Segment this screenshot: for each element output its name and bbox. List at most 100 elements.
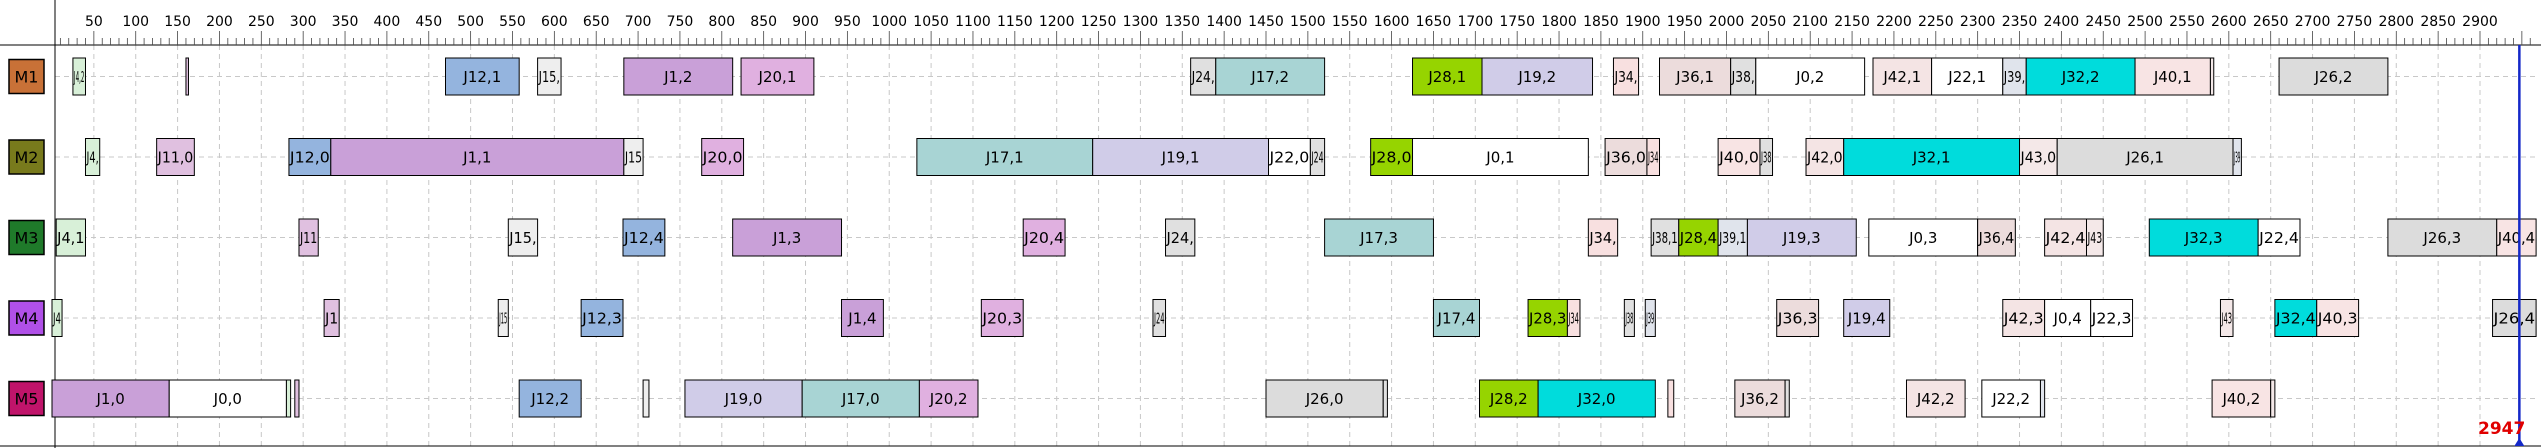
- tick-label: 1700: [1457, 14, 1493, 30]
- task-label: J17,0: [841, 390, 880, 408]
- task-label: J40,3: [2317, 310, 2358, 328]
- task-bar: [1265, 379, 1384, 418]
- task-label: J0,1: [1485, 149, 1514, 167]
- task-bar: [55, 218, 86, 257]
- task-label: J32,3: [2184, 229, 2223, 247]
- tick-label: 350: [332, 14, 359, 30]
- task-bar: [518, 379, 582, 418]
- task-bar: [1644, 299, 1656, 337]
- task-bar: [1646, 138, 1661, 176]
- task-bar: [1931, 57, 2004, 96]
- task-bar: [2496, 218, 2537, 257]
- task-label: J15: [624, 149, 642, 167]
- task-label: J20,4: [1023, 229, 1064, 247]
- task-bar: [2019, 138, 2058, 176]
- task-label: J0,0: [213, 390, 242, 408]
- tick-label: 950: [834, 14, 861, 30]
- task-label: J4,1: [56, 229, 84, 247]
- task-bar: [684, 379, 803, 418]
- task-label: J26,1: [2125, 149, 2164, 167]
- tick-label: 150: [164, 14, 191, 30]
- tick-label: 100: [122, 14, 149, 30]
- task-bar: [1678, 218, 1719, 257]
- task-bar: [2270, 379, 2276, 418]
- task-bar: [1730, 57, 1757, 96]
- task-bar: [330, 138, 625, 176]
- machine-badge: [8, 58, 45, 95]
- machine-badge: [8, 300, 45, 336]
- task-label: J34,: [1588, 229, 1616, 247]
- task-label: J28,2: [1489, 390, 1528, 408]
- task-bar: [1382, 379, 1388, 418]
- task-label: J12,2: [530, 390, 569, 408]
- task-label: J17,3: [1359, 229, 1398, 247]
- tick-label: 2800: [2378, 14, 2414, 30]
- task-bar: [1432, 299, 1480, 337]
- task-label: J36,3: [1777, 310, 1818, 328]
- task-bar: [1650, 218, 1680, 257]
- tick-label: 2750: [2337, 14, 2373, 30]
- task-label: J12,3: [581, 310, 622, 328]
- task-label: J11,0: [157, 149, 194, 167]
- tick-label: 2000: [1709, 14, 1745, 30]
- task-bar: [1587, 218, 1619, 257]
- tick-label: 1000: [871, 14, 907, 30]
- machine-label: M3: [15, 229, 39, 248]
- task-label: J12,4: [623, 229, 664, 247]
- task-bar: [1755, 57, 1866, 96]
- task-bar: [1481, 57, 1594, 96]
- task-bar: [2316, 299, 2360, 337]
- task-label: J19,2: [1517, 68, 1556, 86]
- task-label: J32,4: [2275, 310, 2316, 328]
- task-bar: [1667, 379, 1675, 418]
- task-label: J28,1: [1427, 68, 1466, 86]
- tick-label: 2500: [2127, 14, 2163, 30]
- task-bar: [1412, 57, 1483, 96]
- task-label: J4: [52, 310, 61, 328]
- axis-strip: [0, 0, 2541, 45]
- tick-label: 1350: [1164, 14, 1200, 30]
- task-bar: [1092, 138, 1270, 176]
- tick-label: 1850: [1583, 14, 1619, 30]
- task-bar: [2211, 379, 2272, 418]
- task-bar: [51, 379, 170, 418]
- task-bar: [2039, 379, 2046, 418]
- tick-label: 1250: [1081, 14, 1117, 30]
- task-bar: [1527, 299, 1568, 337]
- task-bar: [1152, 299, 1167, 337]
- task-label: J40,2: [2221, 390, 2260, 408]
- task-label: J38,1: [1651, 229, 1677, 247]
- tick-label: 800: [708, 14, 735, 30]
- task-bar: [701, 138, 745, 176]
- tick-label: 2350: [2002, 14, 2038, 30]
- task-label: J42,4: [2045, 229, 2086, 247]
- task-bar: [185, 57, 189, 96]
- task-label: J1,3: [772, 229, 801, 247]
- task-label: J38,: [1731, 68, 1755, 86]
- task-label: J28,0: [1371, 149, 1412, 167]
- task-bar: [2085, 218, 2104, 257]
- task-bar: [1566, 299, 1581, 337]
- tick-label: 1550: [1332, 14, 1368, 30]
- makespan-arrow: [2514, 438, 2525, 446]
- task-bar: [2219, 299, 2234, 337]
- tick-label: 850: [750, 14, 777, 30]
- task-bar: [1905, 379, 1966, 418]
- tick-label: 1800: [1541, 14, 1577, 30]
- task-label: J39,: [2003, 68, 2025, 86]
- task-label: J42,0: [1806, 149, 1843, 167]
- task-label: J34,: [1614, 68, 1638, 86]
- task-label: J26,0: [1305, 390, 1344, 408]
- task-bar: [2257, 218, 2301, 257]
- machine-badge: [8, 219, 45, 256]
- tick-label: 2250: [1918, 14, 1954, 30]
- task-bars: J4,2 J12,1 J15, J1,2 J20,1 J24, J17,2 J28,1 J19,…: [51, 57, 2537, 418]
- task-label: J15,: [538, 68, 560, 86]
- grid: [55, 45, 2535, 446]
- tick-label: 1500: [1290, 14, 1326, 30]
- machine-labels: M1 M2 M3 M4 M5: [8, 58, 45, 417]
- tick-label: 2400: [2044, 14, 2080, 30]
- tick-label: 2700: [2295, 14, 2331, 30]
- task-bar: [623, 138, 644, 176]
